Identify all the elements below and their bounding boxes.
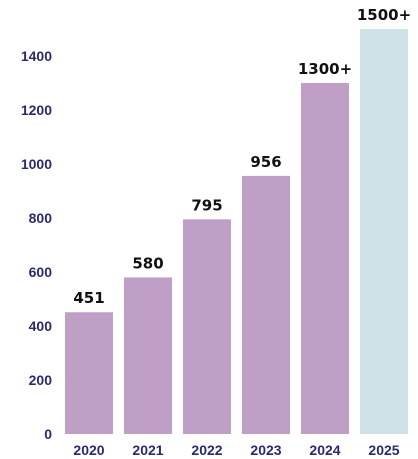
data-label-2021: 580 bbox=[132, 254, 163, 272]
bar-2020 bbox=[65, 312, 113, 434]
x-tick-label-2025: 2025 bbox=[368, 442, 399, 458]
x-tick-label-2022: 2022 bbox=[191, 442, 222, 458]
y-tick-label: 1000 bbox=[21, 156, 52, 172]
data-label-2022: 795 bbox=[191, 196, 222, 214]
bar-2025 bbox=[360, 29, 408, 434]
x-tick-label-2021: 2021 bbox=[132, 442, 163, 458]
data-label-2023: 956 bbox=[250, 153, 281, 171]
bar-2021 bbox=[124, 277, 172, 434]
y-tick-label: 400 bbox=[29, 318, 53, 334]
bar-2023 bbox=[242, 175, 290, 434]
bar-2022 bbox=[183, 219, 231, 434]
y-tick-label: 1200 bbox=[21, 102, 52, 118]
x-axis-ticks: 2020 2021 2022 2023 2024 2025 bbox=[73, 442, 399, 458]
data-label-2020: 451 bbox=[73, 289, 104, 307]
y-tick-label: 800 bbox=[29, 210, 53, 226]
bar-2024 bbox=[301, 83, 349, 434]
x-tick-label-2023: 2023 bbox=[250, 442, 281, 458]
x-tick-label-2020: 2020 bbox=[73, 442, 104, 458]
data-label-2024: 1300+ bbox=[298, 60, 352, 78]
x-tick-label-2024: 2024 bbox=[309, 442, 340, 458]
bars bbox=[65, 29, 408, 434]
data-labels: 451 580 795 956 1300+ 1500+ bbox=[73, 6, 411, 307]
y-tick-label: 200 bbox=[29, 372, 53, 388]
data-label-2025: 1500+ bbox=[357, 6, 411, 24]
y-tick-label: 600 bbox=[29, 264, 53, 280]
y-tick-label: 1400 bbox=[21, 48, 52, 64]
y-tick-label: 0 bbox=[44, 426, 52, 442]
y-axis-ticks: 0 200 400 600 800 1000 1200 1400 bbox=[21, 48, 52, 442]
